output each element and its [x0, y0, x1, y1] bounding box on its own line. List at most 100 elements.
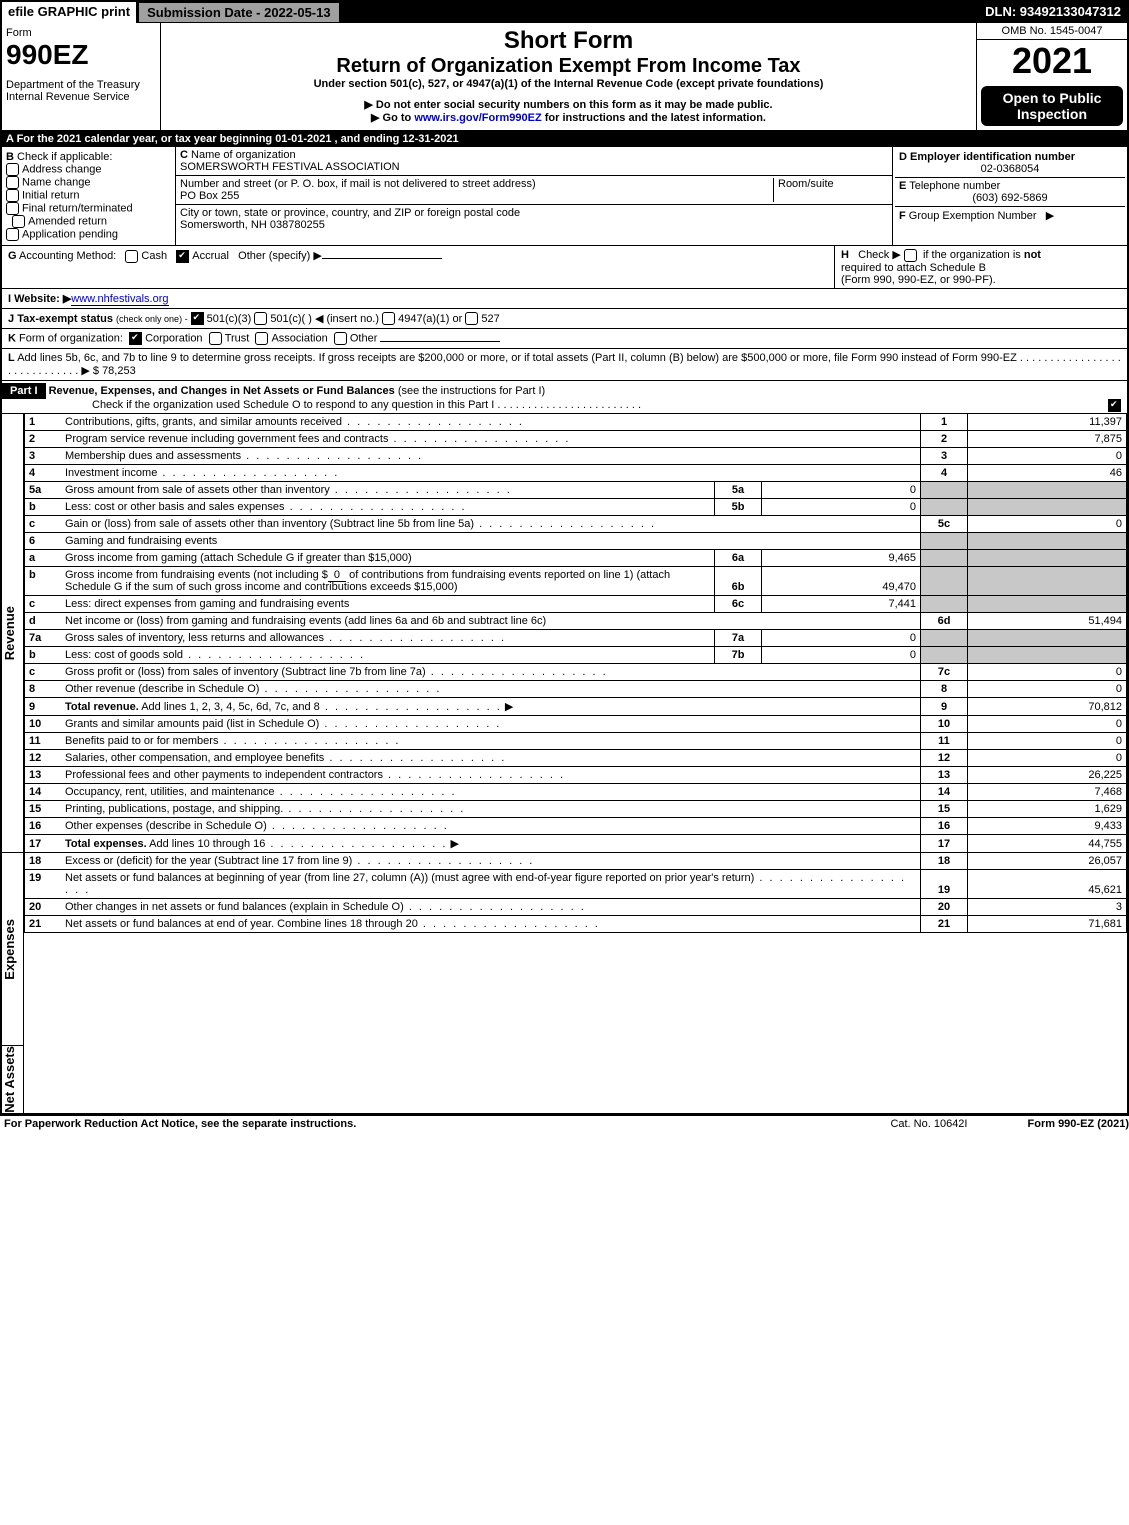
l17-code: 17 — [921, 835, 968, 853]
efile-graphic-print[interactable]: efile GRAPHIC print — [2, 2, 138, 23]
checkbox-trust[interactable] — [209, 332, 222, 345]
checkbox-h[interactable] — [904, 249, 917, 262]
l7b-mid: 7b — [715, 647, 762, 664]
h-text4: (Form 990, 990-EZ, or 990-PF). — [841, 274, 996, 286]
row-k-form-org: K Form of organization: Corporation Trus… — [2, 328, 1127, 348]
l10-code: 10 — [921, 716, 968, 733]
checkbox-amended-return[interactable] — [12, 215, 25, 228]
checkbox-corporation[interactable] — [129, 332, 142, 345]
l7a-gray — [921, 630, 968, 647]
k-trust: Trust — [225, 333, 250, 345]
website-link[interactable]: www.nhfestivals.org — [71, 293, 168, 306]
checkbox-other-org[interactable] — [334, 332, 347, 345]
d-label: D — [899, 151, 907, 163]
line-15: 15 Printing, publications, postage, and … — [25, 801, 1127, 818]
l5b-gray — [921, 499, 968, 516]
part-i-table: 1 Contributions, gifts, grants, and simi… — [24, 413, 1127, 933]
checkbox-501c[interactable] — [254, 312, 267, 325]
irs-link[interactable]: www.irs.gov/Form990EZ — [414, 112, 541, 124]
l6b-desc1: Gross income from fundraising events (no… — [65, 569, 328, 581]
checkbox-part-i-schedule-o[interactable] — [1108, 399, 1121, 412]
instruction-2: ▶ Go to www.irs.gov/Form990EZ for instru… — [165, 111, 972, 124]
l15-val: 1,629 — [968, 801, 1127, 818]
checkbox-4947[interactable] — [382, 312, 395, 325]
l14-num: 14 — [25, 784, 62, 801]
instr2-pre: ▶ Go to — [371, 112, 414, 124]
l6c-num: c — [25, 596, 62, 613]
l6a-mid: 6a — [715, 550, 762, 567]
l6d-num: d — [25, 613, 62, 630]
l7c-desc: Gross profit or (loss) from sales of inv… — [65, 666, 426, 678]
checkbox-address-change[interactable] — [6, 163, 19, 176]
dots-icon — [418, 918, 600, 930]
h-text2: if the organization is — [923, 249, 1024, 261]
c-name-label: Name of organization — [191, 149, 296, 161]
revenue-side-label: Revenue — [2, 606, 23, 660]
checkbox-527[interactable] — [465, 312, 478, 325]
dots-icon — [330, 484, 512, 496]
part-i-title: Revenue, Expenses, and Changes in Net As… — [49, 385, 395, 397]
l15-num: 15 — [25, 801, 62, 818]
l10-val: 0 — [968, 716, 1127, 733]
dots-icon — [320, 701, 502, 713]
j-sub: (check only one) - — [116, 314, 188, 324]
form-header: Form 990EZ Department of the Treasury In… — [2, 23, 1127, 131]
k-other-input[interactable] — [380, 341, 500, 342]
k-label: K — [8, 333, 16, 345]
l21-num: 21 — [25, 916, 62, 933]
part-i-paren: (see the instructions for Part I) — [398, 385, 545, 397]
l7b-num: b — [25, 647, 62, 664]
j-label: J — [8, 313, 14, 325]
b-label: B — [6, 151, 14, 163]
l21-desc: Net assets or fund balances at end of ye… — [65, 918, 418, 930]
expenses-side-label: Expenses — [2, 919, 23, 980]
l8-num: 8 — [25, 681, 62, 698]
l5a-desc: Gross amount from sale of assets other t… — [65, 484, 330, 496]
l6b-midval: 49,470 — [762, 567, 921, 596]
b-amended: Amended return — [28, 215, 107, 227]
dots-icon — [426, 666, 608, 678]
l13-code: 13 — [921, 767, 968, 784]
dots-icon — [285, 501, 467, 513]
dots-icon — [259, 683, 441, 695]
l6b-gray — [921, 567, 968, 596]
g-other-input[interactable] — [322, 258, 442, 259]
tel-label: Telephone number — [909, 180, 1000, 192]
cat-no: Cat. No. 10642I — [890, 1118, 967, 1130]
checkbox-association[interactable] — [255, 332, 268, 345]
g-acct: Accounting Method: — [19, 250, 116, 262]
g-accounting: G Accounting Method: Cash Accrual Other … — [8, 249, 834, 263]
form-990ez-container: efile GRAPHIC print Submission Date - 20… — [0, 0, 1129, 1115]
row-i-website: I Website: ▶www.nhfestivals.org — [2, 288, 1127, 308]
line-4: 4 Investment income 4 46 — [25, 465, 1127, 482]
checkbox-cash[interactable] — [125, 250, 138, 263]
l6a-gray2 — [968, 550, 1127, 567]
l6b-desc-cell: Gross income from fundraising events (no… — [61, 567, 715, 596]
checkbox-application-pending[interactable] — [6, 228, 19, 241]
checkbox-501c3[interactable] — [191, 312, 204, 325]
checkbox-name-change[interactable] — [6, 176, 19, 189]
line-5c: c Gain or (loss) from sale of assets oth… — [25, 516, 1127, 533]
part-i-header-row: Part I Revenue, Expenses, and Changes in… — [2, 380, 1127, 413]
l6b-gray2 — [968, 567, 1127, 596]
netassets-side-label: Net Assets — [2, 1046, 23, 1113]
col-c-org-info: C Name of organization SOMERSWORTH FESTI… — [176, 147, 892, 245]
checkbox-initial-return[interactable] — [6, 189, 19, 202]
checkbox-final-return[interactable] — [6, 202, 19, 215]
footer-year: (2021) — [1097, 1118, 1129, 1130]
l5a-midval: 0 — [762, 482, 921, 499]
l6-num: 6 — [25, 533, 62, 550]
line-7c: c Gross profit or (loss) from sales of i… — [25, 664, 1127, 681]
tel-cell: E Telephone number (603) 692-5869 — [895, 178, 1125, 207]
j-c: 501(c)( ) — [270, 313, 312, 325]
l6c-midval: 7,441 — [762, 596, 921, 613]
j-527: 527 — [481, 313, 499, 325]
l5c-val: 0 — [968, 516, 1127, 533]
checkbox-accrual[interactable] — [176, 250, 189, 263]
part-i-dots: . . . . . . . . . . . . . . . . . . . . … — [497, 399, 641, 411]
l16-val: 9,433 — [968, 818, 1127, 835]
line-7b: b Less: cost of goods sold 7b 0 — [25, 647, 1127, 664]
pra-notice: For Paperwork Reduction Act Notice, see … — [4, 1118, 356, 1130]
l13-desc: Professional fees and other payments to … — [65, 769, 383, 781]
line-12: 12 Salaries, other compensation, and emp… — [25, 750, 1127, 767]
